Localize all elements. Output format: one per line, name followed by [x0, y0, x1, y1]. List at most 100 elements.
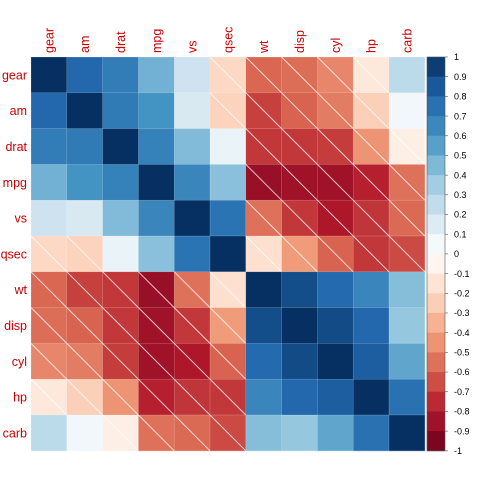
cell-hatch [173, 343, 211, 380]
cell-hatch [281, 56, 318, 94]
colorbar-segment [427, 391, 445, 412]
heatmap-cell [281, 271, 318, 308]
cell-hatch [209, 271, 247, 308]
colorbar-tick-label: -0.5 [454, 348, 470, 358]
cell-hatch [281, 128, 318, 165]
heatmap-cell [138, 92, 175, 129]
cell-hatch [209, 307, 247, 344]
heatmap-cell [174, 164, 211, 201]
cell-hatch [102, 414, 139, 452]
colorbar-tick-label: 1 [454, 52, 459, 62]
row-label: disp [4, 319, 27, 333]
colorbar-tick-label: -0.4 [454, 328, 470, 338]
colorbar-segment [427, 175, 445, 196]
cell-hatch [138, 414, 175, 452]
heatmap-cell [102, 236, 139, 273]
heatmap-cell [353, 307, 390, 344]
cell-hatch [138, 378, 175, 416]
heatmap-cell [245, 307, 282, 344]
heatmap-cell [210, 128, 247, 165]
heatmap-cell [245, 271, 282, 308]
heatmap-cell [31, 92, 68, 129]
heatmap-cell [138, 164, 175, 201]
cell-hatch [281, 199, 318, 237]
row-label: carb [3, 426, 27, 440]
row-label: am [10, 104, 27, 118]
heatmap-cell [174, 57, 211, 94]
heatmap-cell [31, 415, 68, 452]
heatmap-cell [174, 92, 211, 129]
colorbar-segment [427, 352, 445, 373]
cell-hatch [66, 271, 103, 308]
heatmap-cell [31, 128, 68, 165]
cell-hatch [245, 56, 282, 94]
cell-hatch [281, 92, 318, 129]
cell-hatch [352, 56, 390, 94]
column-label: mpg [150, 29, 164, 53]
colorbar-tick-label: 0.5 [454, 151, 467, 161]
heatmap-cell [317, 379, 354, 416]
colorbar-tick-label: -0.7 [454, 387, 470, 397]
heatmap-cell [353, 271, 390, 308]
cell-hatch [209, 378, 247, 416]
row-label: hp [13, 391, 27, 405]
colorbar-segment [427, 332, 445, 353]
cell-hatch [317, 235, 354, 273]
heatmap-cell [245, 343, 282, 380]
heatmap-cell [138, 128, 175, 165]
column-label: disp [293, 30, 307, 53]
cell-hatch [209, 343, 247, 380]
cell-hatch [317, 56, 354, 94]
cell-hatch [209, 92, 247, 129]
heatmap-cell [353, 343, 390, 380]
cell-hatch [317, 164, 354, 201]
cell-hatch [281, 235, 318, 273]
cell-hatch [388, 199, 426, 237]
cell-hatch [102, 271, 139, 308]
colorbar-tick-label: 0 [454, 249, 459, 259]
cell-hatch [209, 414, 247, 452]
column-label: carb [400, 29, 414, 53]
heatmap-cell [317, 271, 354, 308]
colorbar: 1 0.9 0.8 0.7 0.6 0.5 0.4 0.3 0.2 0.1 0 -0.1 -0.2 -0.… [426, 52, 470, 456]
heatmap-cell [138, 200, 175, 237]
heatmap-cell [389, 307, 426, 344]
cell-hatch [352, 164, 390, 201]
cell-hatch [30, 307, 68, 344]
heatmap-cell [281, 307, 318, 344]
heatmap-cell [389, 271, 426, 308]
heatmap-cell [102, 128, 139, 165]
cell-hatch [209, 56, 247, 94]
heatmap-cell [389, 92, 426, 129]
cell-hatch [352, 128, 390, 165]
colorbar-tick-label: 0.8 [454, 92, 467, 102]
heatmap-cell [66, 164, 103, 201]
cell-hatch [173, 414, 211, 452]
colorbar-segment [427, 372, 445, 393]
heatmap-cell [210, 236, 247, 273]
colorbar-tick-label: 0.1 [454, 229, 467, 239]
colorbar-segment [427, 253, 445, 274]
colorbar-tick-label: -0.1 [454, 269, 470, 279]
column-label: gear [42, 28, 56, 53]
heatmap-cell [66, 92, 103, 129]
heatmap-cell [66, 415, 103, 452]
colorbar-tick-label: -0.3 [454, 308, 470, 318]
colorbar-segment [427, 57, 445, 78]
row-labels: gear am drat mpg vs qsec wt disp cyl hp carb [1, 68, 28, 440]
colorbar-tick-label: 0.4 [454, 170, 467, 180]
cell-hatch [245, 92, 282, 129]
cell-hatch [138, 271, 175, 308]
cell-hatch [173, 378, 211, 416]
colorbar-segment [427, 76, 445, 97]
cell-hatch [388, 235, 426, 273]
colorbar-tick-label: 0.9 [454, 72, 467, 82]
cell-hatch [388, 128, 426, 165]
column-label: qsec [221, 27, 235, 53]
colorbar-segment [427, 411, 445, 432]
cell-hatch [102, 343, 139, 380]
cell-hatch [102, 378, 139, 416]
cell-hatch [388, 164, 426, 201]
colorbar-tick-label: -1 [454, 446, 462, 456]
